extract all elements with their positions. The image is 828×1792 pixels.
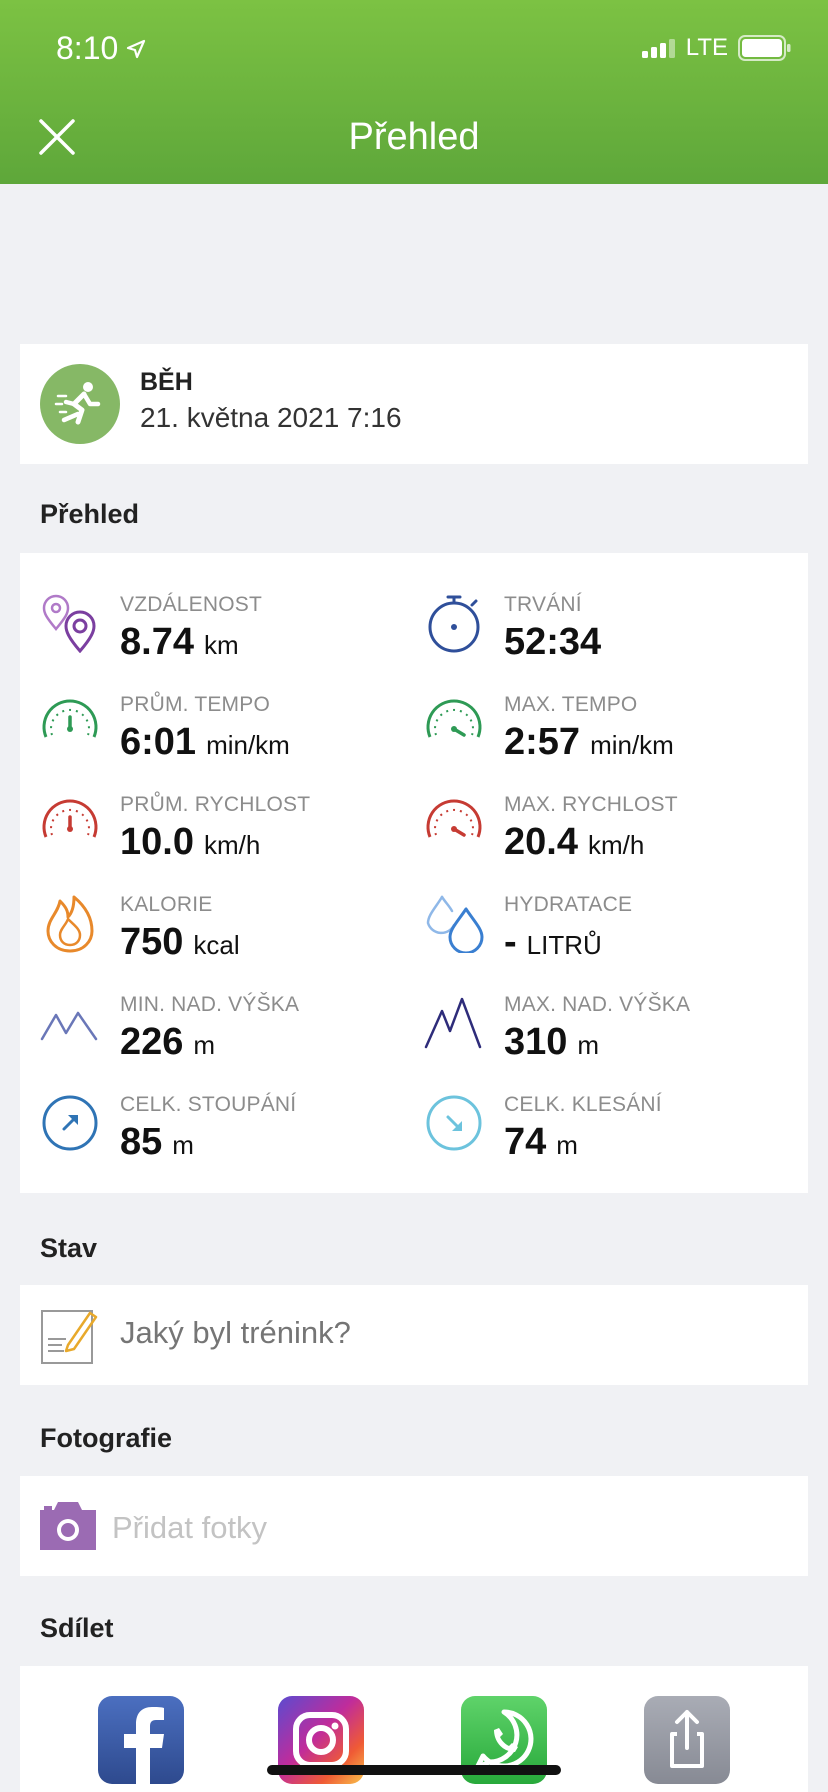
stat-avg-pace: PRŮM. TEMPO 6:01 min/km <box>40 693 420 793</box>
stat-label: MAX. NAD. VÝŠKA <box>504 993 691 1016</box>
stats-card: VZDÁLENOST 8.74 km TRVÁNÍ 52:34 PRŮM. TEM… <box>20 553 808 1193</box>
stat-label: MAX. RYCHLOST <box>504 793 678 816</box>
stat-max-pace: MAX. TEMPO 2:57 min/km <box>424 693 804 793</box>
stat-label: PRŮM. TEMPO <box>120 693 270 716</box>
stat-max-speed: MAX. RYCHLOST 20.4 km/h <box>424 793 804 893</box>
stat-min-elevation: MIN. NAD. VÝŠKA 226 m <box>40 993 420 1093</box>
activity-summary-card: BĚH 21. května 2021 7:16 <box>20 344 808 464</box>
page-title: Přehled <box>348 116 480 158</box>
facebook-icon <box>124 1707 164 1784</box>
camera-icon <box>40 1502 96 1550</box>
edit-note-icon <box>41 1310 98 1364</box>
stat-value: 10.0 km/h <box>120 821 261 863</box>
stat-value: 750 kcal <box>120 921 240 963</box>
battery-icon <box>738 35 791 61</box>
share-icon <box>670 1710 704 1768</box>
speedometer-icon <box>42 699 98 738</box>
stat-max-elevation: MAX. NAD. VÝŠKA 310 m <box>424 993 804 1093</box>
signal-icon <box>641 39 675 58</box>
top-bar: 8:10 LTE Přehled <box>0 0 828 184</box>
stat-value: 226 m <box>120 1021 216 1063</box>
stat-avg-speed: PRŮM. RYCHLOST 10.0 km/h <box>40 793 420 893</box>
stat-value: 8.74 km <box>120 621 239 663</box>
training-note-input[interactable] <box>120 1315 720 1351</box>
whatsapp-icon <box>474 1709 534 1771</box>
add-photos-card[interactable]: Přidat fotky <box>20 1476 808 1576</box>
stat-label: VZDÁLENOST <box>120 593 263 616</box>
stat-calories: KALORIE 750 kcal <box>40 893 420 993</box>
status-card[interactable] <box>20 1285 808 1385</box>
facebook-share-button[interactable] <box>98 1696 184 1784</box>
close-icon[interactable] <box>38 118 76 156</box>
speedometer-icon <box>426 699 482 738</box>
location-arrow-icon <box>127 39 146 58</box>
more-share-button[interactable] <box>644 1696 730 1784</box>
home-indicator[interactable] <box>267 1765 561 1775</box>
stat-label: TRVÁNÍ <box>504 593 582 616</box>
stat-value: 2:57 min/km <box>504 721 674 763</box>
stat-value: 6:01 min/km <box>120 721 290 763</box>
add-photos-label: Přidat fotky <box>112 1510 268 1545</box>
network-label: LTE <box>685 34 728 61</box>
stat-distance: VZDÁLENOST 8.74 km <box>40 593 420 693</box>
location-pins-icon <box>42 594 96 653</box>
photos-section-title: Fotografie <box>40 1423 172 1453</box>
mountain-high-icon <box>424 997 482 1049</box>
mountain-low-icon <box>40 1011 98 1041</box>
arrow-up-right-circle-icon <box>42 1095 98 1151</box>
status-bar-time: 8:10 <box>56 30 146 67</box>
speedometer-icon <box>426 799 482 838</box>
stopwatch-icon <box>428 595 480 653</box>
water-drops-icon <box>426 895 484 953</box>
stat-total-ascent: CELK. STOUPÁNÍ 85 m <box>40 1093 420 1193</box>
activity-date: 21. května 2021 7:16 <box>140 402 402 433</box>
stat-value: 52:34 <box>504 621 602 663</box>
speedometer-icon <box>42 799 98 838</box>
arrow-down-right-circle-icon <box>426 1095 482 1151</box>
stat-total-descent: CELK. KLESÁNÍ 74 m <box>424 1093 804 1193</box>
stat-value: 310 m <box>504 1021 600 1063</box>
stat-hydration: HYDRATACE - LITRŮ <box>424 893 804 993</box>
stat-value: 85 m <box>120 1121 194 1163</box>
stat-label: MAX. TEMPO <box>504 693 638 716</box>
status-bar-indicators: LTE <box>641 34 792 62</box>
stat-label: PRŮM. RYCHLOST <box>120 793 311 816</box>
activity-type: BĚH <box>140 368 193 396</box>
flame-icon <box>46 895 94 953</box>
stat-label: CELK. KLESÁNÍ <box>504 1093 662 1116</box>
stat-value: 74 m <box>504 1121 578 1163</box>
share-section-title: Sdílet <box>40 1613 114 1643</box>
status-section-title: Stav <box>40 1233 98 1263</box>
stat-value: - LITRŮ <box>504 921 602 963</box>
stat-value: 20.4 km/h <box>504 821 645 863</box>
running-icon <box>40 364 120 444</box>
stat-label: KALORIE <box>120 893 213 916</box>
stat-label: CELK. STOUPÁNÍ <box>120 1093 297 1116</box>
stat-label: MIN. NAD. VÝŠKA <box>120 993 300 1016</box>
stat-label: HYDRATACE <box>504 893 633 916</box>
stat-duration: TRVÁNÍ 52:34 <box>424 593 804 693</box>
overview-section-title: Přehled <box>40 499 140 529</box>
